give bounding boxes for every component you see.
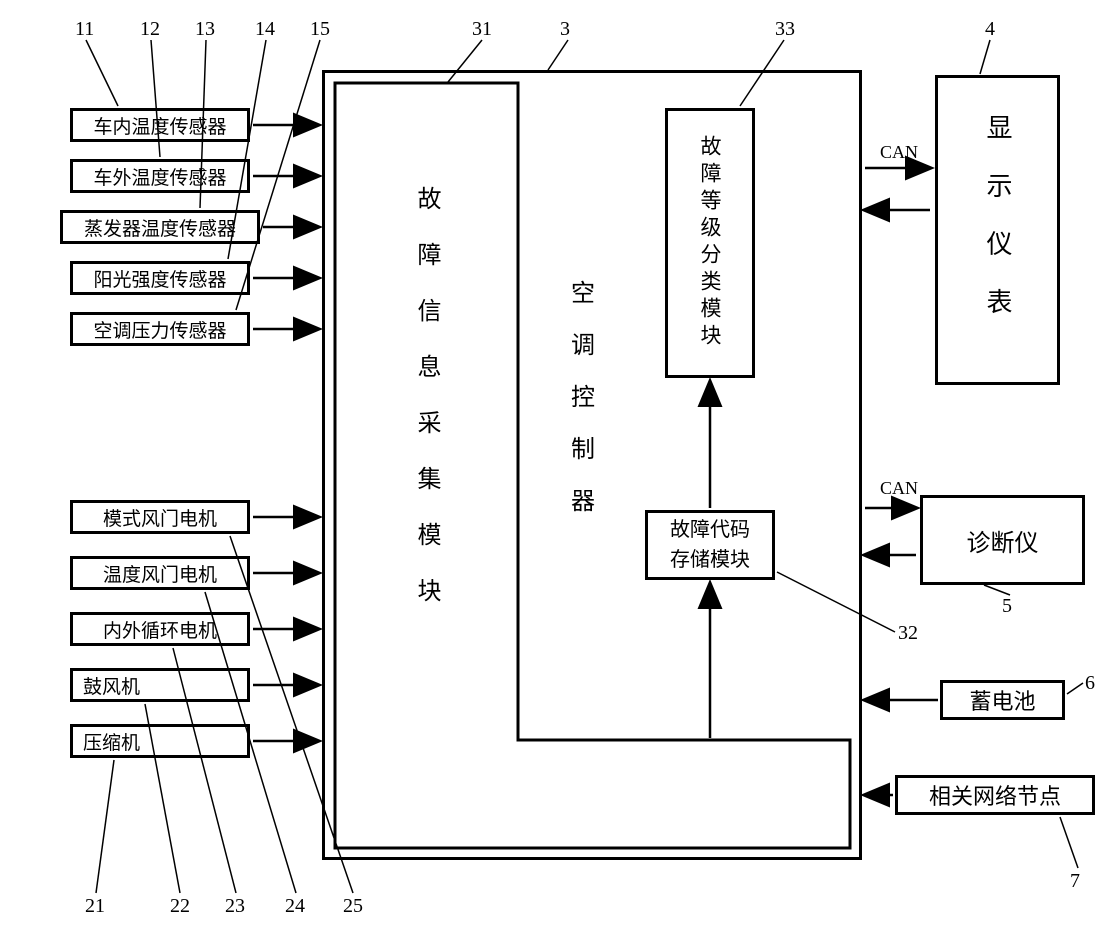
actuator-23: 内外循环电机 [70,612,250,646]
module-33: 故障等级分类模块 [665,108,755,378]
actuator-25: 模式风门电机 [70,500,250,534]
ref-3: 3 [560,18,570,41]
battery-label: 蓄电池 [969,684,1035,716]
controller-label: 空调控制器 [563,280,598,540]
can-label-1: CAN [880,142,918,163]
network-node: 相关网络节点 [895,775,1095,815]
ref-22: 22 [170,895,190,918]
ref-12: 12 [140,18,160,41]
module-33-label: 故障等级分类模块 [695,135,725,351]
ref-5: 5 [1002,595,1012,618]
sensor-13-label: 蒸发器温度传感器 [84,214,236,241]
module-31-label: 故障信息采集模块 [409,186,444,634]
sensor-14-label: 阳光强度传感器 [93,265,226,292]
actuator-21: 压缩机 [70,724,250,758]
ref-23: 23 [225,895,245,918]
sensor-14: 阳光强度传感器 [70,261,250,295]
sensor-15-label: 空调压力传感器 [93,316,226,343]
ref-14: 14 [255,18,275,41]
ref-6: 6 [1085,672,1095,695]
ref-33: 33 [775,18,795,41]
actuator-24-label: 温度风门电机 [103,560,217,587]
display-instrument: 显示仪表 [935,75,1060,385]
ref-24: 24 [285,895,305,918]
ref-11: 11 [75,18,94,41]
module-31-label-wrap: 故障信息采集模块 [335,90,518,730]
can-label-2: CAN [880,478,918,499]
diagram-root: 车内温度传感器 车外温度传感器 蒸发器温度传感器 阳光强度传感器 空调压力传感器… [0,0,1109,938]
network-label: 相关网络节点 [929,779,1061,811]
module-32-line2: 存储模块 [670,545,750,575]
diagnostic-tester: 诊断仪 [920,495,1085,585]
ref-4: 4 [985,18,995,41]
ref-7: 7 [1070,870,1080,893]
actuator-22: 鼓风机 [70,668,250,702]
ref-21: 21 [85,895,105,918]
display-label: 显示仪表 [979,114,1016,346]
module-32-line1: 故障代码 [670,515,750,545]
actuator-23-label: 内外循环电机 [103,616,217,643]
actuator-24: 温度风门电机 [70,556,250,590]
actuator-21-label: 压缩机 [83,728,140,755]
ref-13: 13 [195,18,215,41]
sensor-15: 空调压力传感器 [70,312,250,346]
sensor-11: 车内温度传感器 [70,108,250,142]
sensor-11-label: 车内温度传感器 [93,112,226,139]
tester-label: 诊断仪 [967,523,1039,558]
ref-32: 32 [898,622,918,645]
sensor-13: 蒸发器温度传感器 [60,210,260,244]
actuator-25-label: 模式风门电机 [103,504,217,531]
sensor-12-label: 车外温度传感器 [93,163,226,190]
ref-15: 15 [310,18,330,41]
actuator-22-label: 鼓风机 [83,672,140,699]
controller-label-wrap: 空调控制器 [540,230,620,590]
ref-31: 31 [472,18,492,41]
ref-25: 25 [343,895,363,918]
module-32: 故障代码 存储模块 [645,510,775,580]
sensor-12: 车外温度传感器 [70,159,250,193]
battery: 蓄电池 [940,680,1065,720]
